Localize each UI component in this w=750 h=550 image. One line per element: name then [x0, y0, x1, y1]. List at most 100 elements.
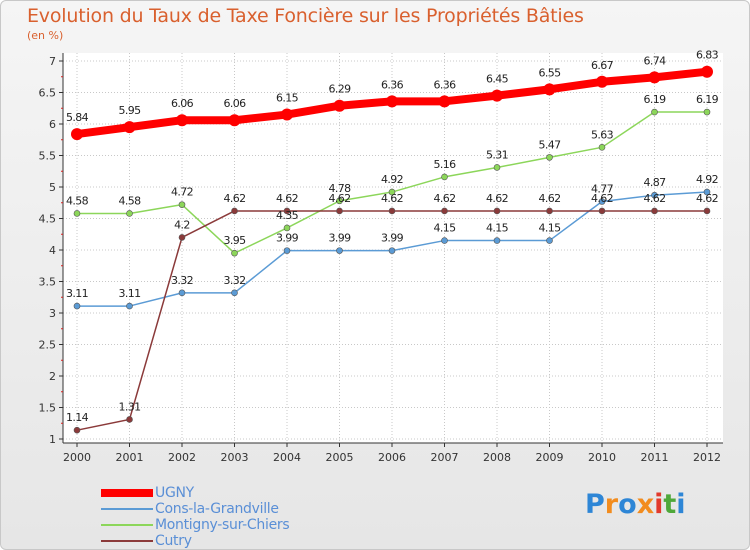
data-point: [126, 302, 133, 310]
legend-label: Cutry: [155, 533, 192, 549]
data-label: 6.74: [643, 54, 666, 67]
data-label: 4.62: [328, 192, 350, 205]
data-label: 4.87: [643, 176, 666, 189]
data-label: 6.06: [223, 97, 246, 110]
data-label: 6.36: [381, 78, 404, 91]
data-point: [71, 128, 83, 141]
data-label: 4.35: [276, 209, 299, 222]
data-point: [388, 188, 396, 196]
data-label: 4.62: [486, 192, 508, 205]
data-label: 6.67: [591, 59, 614, 72]
data-point: [648, 71, 661, 84]
data-label: 4.62: [538, 192, 560, 205]
data-label: 4.62: [591, 192, 613, 205]
y-tick-label: 1.5: [39, 402, 57, 415]
data-point: [543, 83, 556, 96]
data-point: [228, 114, 241, 127]
y-tick-label: 5.5: [39, 150, 57, 163]
logo-letter: o: [618, 489, 637, 520]
data-label: 3.11: [66, 287, 88, 300]
data-point: [491, 89, 503, 102]
data-label: 3.99: [276, 232, 299, 245]
x-tick-label: 2002: [168, 451, 196, 464]
data-label: 4.62: [643, 192, 665, 205]
logo-letter: t: [663, 489, 677, 520]
y-tick-label: 6: [49, 118, 56, 131]
legend-label: Cons-la-Grandville: [155, 501, 279, 517]
data-point: [441, 173, 448, 181]
data-point: [336, 247, 343, 254]
data-point: [386, 95, 398, 108]
data-label: 3.99: [328, 232, 351, 245]
legend-label: Montigny-sur-Chiers: [155, 517, 290, 533]
data-point: [178, 234, 186, 241]
y-tick-label: 5: [49, 181, 56, 194]
data-point: [388, 207, 396, 215]
data-point: [441, 207, 448, 215]
x-tick-label: 2006: [378, 451, 406, 464]
chart-title: Evolution du Taux de Taxe Foncière sur l…: [27, 5, 584, 27]
y-tick-label: 3: [49, 307, 56, 320]
data-label: 4.2: [174, 218, 190, 231]
data-label: 6.36: [433, 78, 456, 91]
x-tick-label: 2005: [326, 451, 354, 464]
data-point: [596, 75, 608, 88]
data-point: [598, 198, 606, 205]
data-point: [546, 207, 553, 215]
data-label: 6.29: [328, 83, 351, 96]
y-tick-label: 3.5: [39, 276, 57, 289]
data-label: 6.55: [538, 66, 561, 79]
data-label: 5.16: [433, 158, 456, 171]
data-point: [336, 197, 343, 205]
data-point: [176, 114, 188, 127]
x-tick-label: 2008: [483, 451, 511, 464]
data-point: [73, 426, 81, 434]
x-tick-label: 2003: [221, 451, 249, 464]
data-label: 4.77: [591, 182, 614, 195]
x-tick-label: 2012: [693, 451, 721, 464]
data-point: [703, 108, 711, 116]
legend-swatch: [101, 489, 153, 497]
y-tick-label: 6.5: [39, 87, 57, 100]
data-label: 5.95: [118, 104, 141, 117]
data-point: [651, 207, 658, 215]
data-point: [126, 210, 133, 217]
data-label: 4.58: [118, 194, 141, 207]
x-tick-label: 2009: [536, 451, 564, 464]
x-tick-label: 2007: [431, 451, 459, 464]
data-label: 3.11: [118, 287, 140, 300]
data-point: [126, 416, 133, 423]
data-point: [651, 108, 658, 116]
y-unit-label: (en %): [27, 29, 64, 42]
y-tick-label: 7: [49, 55, 56, 68]
data-point: [281, 108, 293, 121]
data-label: 3.32: [171, 274, 193, 287]
proxiti-logo: Proxiti: [585, 489, 686, 520]
data-point: [73, 302, 81, 310]
data-label: 4.62: [276, 192, 298, 205]
data-label: 3.95: [223, 234, 246, 247]
data-point: [546, 237, 553, 244]
logo-letter: x: [636, 489, 655, 520]
data-label: 4.15: [433, 222, 456, 235]
data-label: 3.99: [381, 232, 404, 245]
data-label: 4.15: [538, 222, 561, 235]
data-point: [178, 289, 186, 297]
data-label: 6.45: [486, 73, 509, 86]
y-tick-label: 2: [49, 370, 56, 383]
data-label: 4.92: [381, 173, 403, 186]
data-point: [73, 210, 81, 217]
data-point: [493, 164, 501, 171]
data-point: [388, 247, 396, 254]
data-label: 3.32: [223, 274, 245, 287]
data-label: 5.47: [538, 138, 561, 151]
data-label: 6.19: [643, 93, 666, 106]
data-point: [701, 65, 713, 78]
data-label: 5.63: [591, 128, 614, 141]
data-point: [123, 121, 136, 134]
data-point: [546, 154, 553, 161]
logo-letter: i: [654, 489, 664, 520]
data-label: 5.31: [486, 148, 508, 161]
data-point: [336, 207, 343, 215]
